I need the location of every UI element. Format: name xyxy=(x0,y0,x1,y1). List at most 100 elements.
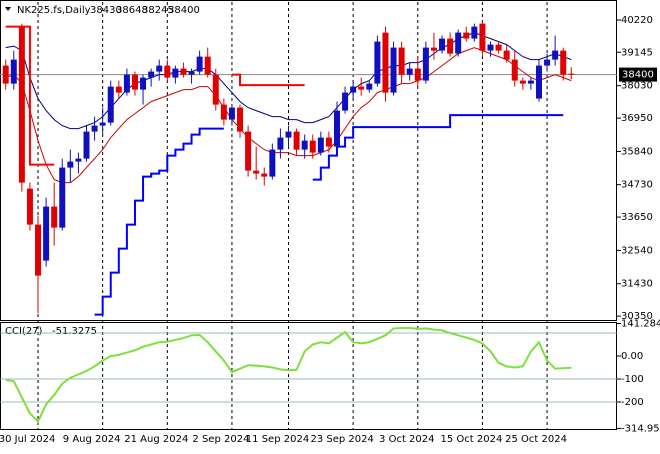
candle-body xyxy=(261,173,268,177)
y-tick-label: -200 xyxy=(621,397,644,408)
y-tick-label: 35840 xyxy=(621,146,653,157)
x-tick-label: 15 Oct 2024 xyxy=(441,434,503,445)
candle-body xyxy=(18,26,25,183)
candle-body xyxy=(2,65,9,84)
cci-panel-frame xyxy=(0,322,617,430)
candle-body xyxy=(560,50,567,75)
y-tick-label: -314.9530 xyxy=(621,423,660,434)
last-price-label: 38400 xyxy=(622,70,654,81)
candle-body xyxy=(228,107,235,120)
candle-body xyxy=(131,74,138,90)
candle-body xyxy=(220,104,227,120)
candle-body xyxy=(317,137,324,153)
candle-body xyxy=(422,47,429,81)
candle-body xyxy=(212,74,219,105)
candle-body xyxy=(253,170,260,174)
candle-body xyxy=(511,59,518,81)
candle-body xyxy=(463,32,470,39)
candle-body xyxy=(301,140,308,150)
x-tick-label: 2 Sep 2024 xyxy=(192,434,249,445)
candle-body xyxy=(439,38,446,51)
candle-body xyxy=(35,224,42,276)
candle-body xyxy=(67,161,74,168)
y-tick-label: 34730 xyxy=(621,180,653,191)
last-price-box xyxy=(619,67,657,82)
main-panel-frame xyxy=(0,0,617,321)
candle-body xyxy=(455,32,462,54)
candle-body xyxy=(196,56,203,72)
candle-body xyxy=(358,86,365,90)
candle-body xyxy=(269,149,276,177)
collapse-icon xyxy=(5,7,11,11)
y-tick-label: 0.00 xyxy=(621,351,643,362)
candle-body xyxy=(487,44,494,51)
y-tick-label: 32540 xyxy=(621,245,653,256)
candle-body xyxy=(285,131,292,138)
cci-title: CCI(27) xyxy=(5,326,43,337)
y-tick-label: 36950 xyxy=(621,113,653,124)
x-tick-label: 30 Jul 2024 xyxy=(0,434,55,445)
candle-body xyxy=(552,50,559,60)
candle-body xyxy=(26,188,33,225)
candle-body xyxy=(164,65,171,78)
candle-body xyxy=(91,125,98,132)
candle-body xyxy=(398,47,405,75)
candle-body xyxy=(406,68,413,75)
x-tick-label: 23 Sep 2024 xyxy=(310,434,373,445)
y-tick-label: 33650 xyxy=(621,212,653,223)
y-tick-label: 141.2847 xyxy=(621,319,660,330)
candle-body xyxy=(414,68,421,81)
x-tick-label: 3 Oct 2024 xyxy=(379,434,434,445)
cci-line xyxy=(5,326,572,424)
y-tick-label: 40220 xyxy=(621,15,653,26)
indicator-line xyxy=(231,73,305,87)
candle-body xyxy=(10,59,17,84)
y-tick-label: 38030 xyxy=(621,81,653,92)
candle-body xyxy=(333,110,340,147)
candle-body xyxy=(471,26,478,39)
candle-body xyxy=(172,68,179,78)
cci-current: -51.3275 xyxy=(52,326,97,337)
candle-body xyxy=(382,32,389,93)
candle-body xyxy=(495,44,502,51)
candle-body xyxy=(99,122,106,126)
x-tick-label: 21 Aug 2024 xyxy=(124,434,188,445)
ohlc-low: 38245 xyxy=(142,5,174,16)
indicator-line xyxy=(94,127,224,316)
candle-body xyxy=(83,131,90,159)
candle-body xyxy=(43,206,50,261)
y-tick-label: -100 xyxy=(621,374,644,385)
ohlc-high: 38648 xyxy=(116,5,148,16)
candle-body xyxy=(123,74,130,93)
indicator-line xyxy=(5,47,572,184)
candle-body xyxy=(293,131,300,150)
candle-body xyxy=(430,47,437,51)
candle-body xyxy=(519,80,526,84)
candle-body xyxy=(479,23,486,51)
candle-body xyxy=(374,41,381,84)
candle-body xyxy=(342,92,349,111)
candle-body xyxy=(180,68,187,75)
candle-body xyxy=(51,206,58,228)
y-tick-label: 30350 xyxy=(621,311,653,322)
x-tick-label: 11 Sep 2024 xyxy=(246,434,309,445)
chart-title: NK225.fs,Daily xyxy=(17,5,91,16)
candle-body xyxy=(390,47,397,93)
candle-body xyxy=(245,131,252,171)
candle-body xyxy=(148,71,155,78)
candle-body xyxy=(527,80,534,84)
candle-body xyxy=(188,71,195,75)
candle-body xyxy=(156,65,163,72)
candle-body xyxy=(204,56,211,75)
candle-body xyxy=(544,59,551,66)
ohlc-close: 38400 xyxy=(168,5,200,16)
candle-body xyxy=(107,86,114,123)
candle-body xyxy=(309,140,316,153)
x-tick-label: 9 Aug 2024 xyxy=(63,434,121,445)
candle-body xyxy=(568,73,575,75)
y-tick-label: 39145 xyxy=(621,47,653,58)
indicator-line xyxy=(5,25,55,166)
candle-body xyxy=(503,50,510,60)
candle-body xyxy=(325,137,332,147)
